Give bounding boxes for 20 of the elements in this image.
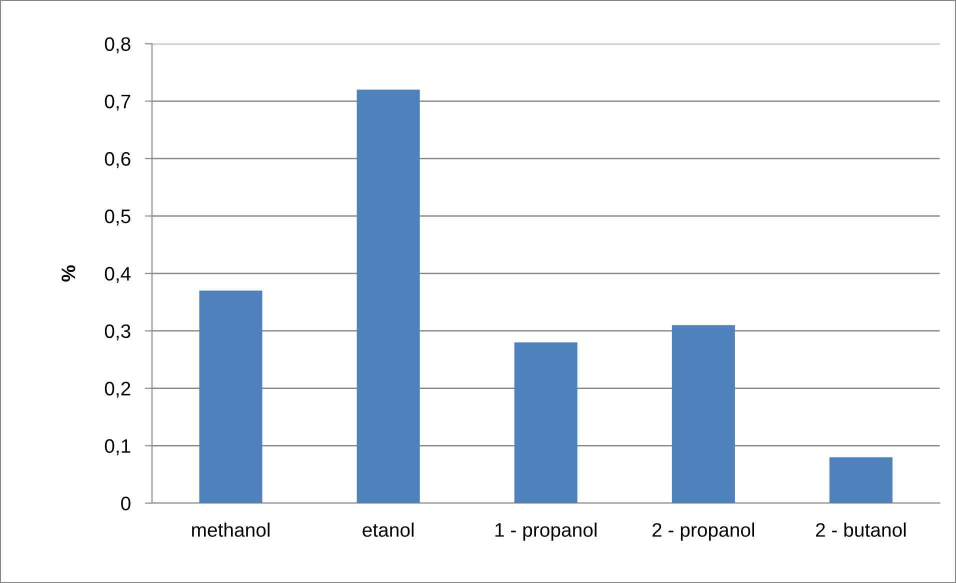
bar bbox=[672, 325, 735, 504]
y-tick-label: 0,5 bbox=[104, 209, 130, 226]
bar bbox=[829, 457, 892, 504]
bar bbox=[199, 290, 262, 504]
x-tick-label: etanol bbox=[362, 522, 414, 537]
bar bbox=[356, 90, 420, 504]
y-axis-title: % bbox=[62, 265, 76, 282]
y-tick-label: 0,6 bbox=[104, 152, 130, 168]
x-tick-label: methanol bbox=[192, 522, 270, 537]
y-tick-label: 0,2 bbox=[104, 382, 130, 398]
y-tick-label: 0,3 bbox=[104, 324, 130, 340]
x-tick-label: 2 - propanol bbox=[652, 522, 754, 541]
y-tick-label: 0 bbox=[121, 496, 130, 510]
y-tick-label: 0,8 bbox=[104, 37, 130, 54]
x-tick-label: 1 - propanol bbox=[495, 522, 596, 541]
x-tick-label: 2 - butanol bbox=[816, 522, 906, 537]
y-tick-label: 0,4 bbox=[104, 266, 131, 283]
y-tick-label: 0,7 bbox=[104, 94, 130, 111]
y-tick-label: 0,1 bbox=[104, 439, 130, 456]
bar bbox=[514, 342, 578, 504]
